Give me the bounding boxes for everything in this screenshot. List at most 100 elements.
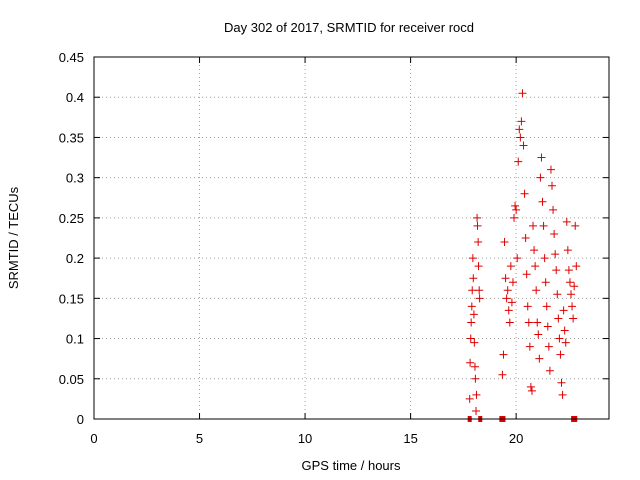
- y-tick-label: 0: [77, 412, 84, 427]
- data-point: [536, 173, 545, 182]
- data-point: [544, 342, 553, 351]
- y-tick-label: 0.15: [59, 291, 84, 306]
- axis-ticks: [93, 56, 609, 420]
- data-point: [468, 286, 477, 295]
- data-point: [541, 278, 550, 287]
- data-point: [527, 386, 536, 395]
- data-point: [553, 290, 562, 299]
- x-tick-label: 0: [90, 431, 97, 446]
- data-point: [570, 282, 579, 291]
- data-point: [474, 238, 483, 247]
- data-point: [535, 354, 544, 363]
- data-point: [513, 254, 522, 263]
- grid-lines: [94, 57, 609, 419]
- y-tick-label: 0.25: [59, 211, 84, 226]
- data-point: [472, 390, 481, 399]
- y-tick-label: 0.35: [59, 130, 84, 145]
- y-tick-label: 0.05: [59, 372, 84, 387]
- data-point: [510, 213, 519, 222]
- data-point: [516, 133, 525, 142]
- data-point: [546, 165, 555, 174]
- data-point: [572, 262, 581, 271]
- data-point: [506, 262, 515, 271]
- data-point: [501, 274, 510, 283]
- data-point: [548, 181, 557, 190]
- data-point: [557, 378, 566, 387]
- chart-title: Day 302 of 2017, SRMTID for receiver roc…: [224, 20, 474, 35]
- data-point: [508, 278, 517, 287]
- data-point: [539, 221, 548, 230]
- data-point: [469, 310, 478, 319]
- data-point: [529, 221, 538, 230]
- x-axis-label: GPS time / hours: [302, 458, 401, 473]
- data-point: [565, 278, 574, 287]
- data-point: [511, 201, 520, 210]
- data-point: [521, 234, 530, 242]
- y-axis-label: SRMTID / TECUs: [6, 186, 21, 289]
- data-point: [526, 382, 535, 391]
- data-point: [514, 157, 523, 166]
- y-tick-label: 0.3: [66, 171, 84, 186]
- data-point: [518, 89, 527, 98]
- data-point: [467, 302, 476, 311]
- data-point: [525, 342, 534, 351]
- data-points: [465, 89, 581, 422]
- data-point: [503, 286, 512, 295]
- data-point: [542, 302, 551, 311]
- data-point: [560, 326, 569, 335]
- data-point: [515, 125, 524, 134]
- data-point: [571, 221, 580, 230]
- data-point: [562, 217, 571, 226]
- y-tick-label: 0.4: [66, 90, 84, 105]
- data-point: [472, 406, 481, 415]
- data-point: [520, 189, 529, 198]
- data-point: [569, 314, 578, 323]
- data-point: [533, 318, 542, 327]
- y-tick-label: 0.2: [66, 251, 84, 266]
- data-point: [470, 362, 479, 371]
- data-point: [475, 294, 484, 303]
- data-point: [505, 318, 514, 327]
- data-point: [537, 153, 546, 162]
- data-point: [517, 117, 526, 126]
- data-point: [549, 205, 558, 214]
- x-tick-labels: 0 5 10 15 20: [90, 431, 523, 446]
- x-tick-label: 10: [298, 431, 312, 446]
- data-point: [554, 314, 563, 323]
- data-point: [469, 274, 478, 283]
- y-tick-labels: 0 0.05 0.1 0.15 0.2 0.25 0.3 0.35 0.4 0.45: [59, 50, 84, 427]
- data-point: [519, 141, 528, 150]
- data-point: [540, 254, 549, 263]
- data-point: [561, 338, 570, 347]
- data-point: [568, 302, 577, 311]
- data-point: [498, 370, 507, 379]
- x-tick-label: 5: [196, 431, 203, 446]
- data-point: [512, 205, 521, 214]
- x-tick-label: 15: [403, 431, 417, 446]
- data-point: [567, 290, 576, 299]
- data-point: [468, 254, 477, 263]
- data-point: [473, 221, 482, 230]
- data-point: [522, 270, 531, 279]
- data-point: [532, 286, 541, 295]
- data-point: [466, 358, 475, 367]
- data-point: [543, 322, 552, 331]
- data-point: [551, 250, 560, 259]
- data-point: [471, 374, 480, 383]
- data-point: [523, 302, 532, 311]
- data-point: [473, 213, 482, 222]
- data-point: [499, 350, 508, 359]
- data-point: [524, 318, 533, 327]
- data-point: [465, 394, 474, 403]
- data-point: [474, 262, 483, 271]
- data-point: [563, 246, 572, 255]
- data-point: [531, 262, 540, 271]
- data-point: [555, 334, 564, 343]
- data-point: [556, 350, 565, 359]
- y-tick-label: 0.1: [66, 332, 84, 347]
- x-tick-label: 20: [509, 431, 523, 446]
- data-point: [467, 318, 476, 327]
- data-point: [502, 294, 511, 303]
- data-point: [545, 366, 554, 375]
